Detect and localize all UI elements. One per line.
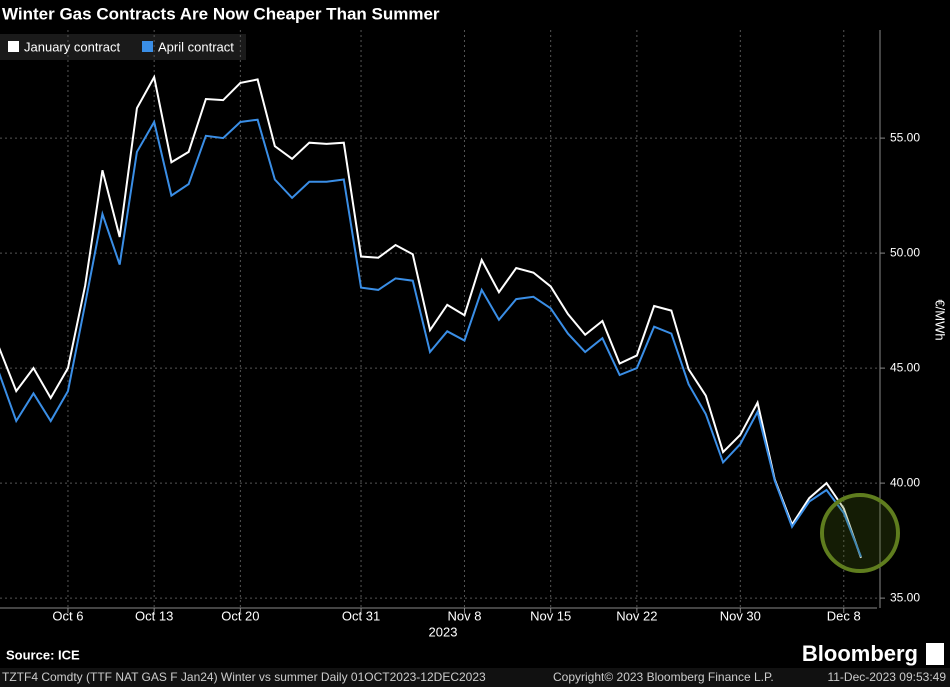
x-tick-label: Nov 22 xyxy=(616,608,657,623)
footer-copyright: Copyright© 2023 Bloomberg Finance L.P. xyxy=(553,670,774,684)
x-tick-label: Nov 30 xyxy=(720,608,761,623)
x-tick-label: Dec 8 xyxy=(827,608,861,623)
x-tick-label: Nov 15 xyxy=(530,608,571,623)
y-axis-label: €/MWh xyxy=(933,299,948,340)
x-tick-label: Oct 20 xyxy=(221,608,259,623)
legend-swatch xyxy=(142,41,153,52)
legend-label: January contract xyxy=(24,39,120,54)
y-tick-label: 55.00 xyxy=(890,130,920,144)
footer-bar xyxy=(0,668,950,687)
y-tick-label: 35.00 xyxy=(890,590,920,604)
x-tick-label: Nov 8 xyxy=(447,608,481,623)
series-line xyxy=(0,118,862,558)
legend-label: April contract xyxy=(158,39,234,54)
y-tick-label: 50.00 xyxy=(890,245,920,259)
chart-title: Winter Gas Contracts Are Now Cheaper Tha… xyxy=(2,4,440,23)
y-tick-label: 45.00 xyxy=(890,360,920,374)
x-tick-label: Oct 13 xyxy=(135,608,173,623)
x-tick-label: Oct 6 xyxy=(52,608,83,623)
legend-box xyxy=(0,34,246,60)
y-tick-label: 40.00 xyxy=(890,475,920,489)
brand-icon xyxy=(926,643,944,665)
brand: Bloomberg xyxy=(802,641,918,666)
series-line xyxy=(0,74,862,559)
legend-swatch xyxy=(8,41,19,52)
source: Source: ICE xyxy=(6,647,80,662)
x-axis-year: 2023 xyxy=(429,624,458,639)
footer-timestamp: 11-Dec-2023 09:53:49 xyxy=(827,670,946,684)
x-tick-label: Oct 31 xyxy=(342,608,380,623)
footer-ticker: TZTF4 Comdty (TTF NAT GAS F Jan24) Winte… xyxy=(2,670,486,684)
plot-area: 35.00 40.00 45.00 50.00 55.00 Oct 6 Oct 13 Oct … xyxy=(0,30,920,623)
highlight-circle xyxy=(820,493,900,573)
